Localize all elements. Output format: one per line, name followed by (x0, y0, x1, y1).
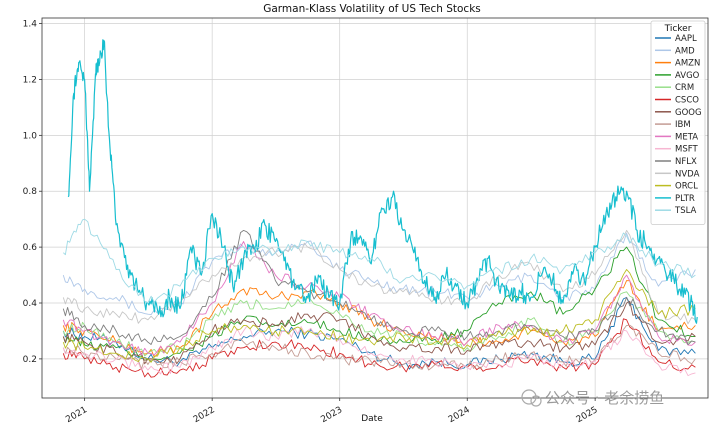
series-line-orcl (62, 269, 696, 363)
legend-label-amd: AMD (675, 46, 695, 56)
y-tick-label: 1.2 (23, 75, 37, 85)
legend-label-nvda: NVDA (675, 169, 700, 179)
wechat-icon-bubble (530, 395, 542, 407)
watermark-text: 公众号 · 老余捞鱼 (545, 389, 664, 407)
legend-label-ibm: IBM (675, 120, 691, 130)
legend-label-orcl: ORCL (675, 182, 698, 192)
x-axis-label: Date (361, 414, 383, 424)
series-line-nflx (62, 229, 696, 346)
series-line-ibm (62, 324, 696, 371)
legend-label-amzn: AMZN (675, 59, 700, 69)
y-tick-label: 0.6 (23, 243, 38, 253)
legend-label-pltr: PLTR (675, 194, 695, 204)
legend-label-nflx: NFLX (675, 157, 697, 167)
legend-label-crm: CRM (675, 83, 694, 93)
legend-label-meta: META (675, 132, 698, 142)
legend-label-goog: GOOG (675, 108, 702, 118)
y-tick-label: 0.8 (23, 187, 38, 197)
legend-label-aapl: AAPL (675, 34, 697, 44)
chart-title: Garman-Klass Volatility of US Tech Stock… (263, 3, 481, 15)
series-lines (62, 39, 698, 378)
legend-label-avgo: AVGO (675, 71, 700, 81)
legend-label-msft: MSFT (675, 145, 698, 155)
series-line-crm (62, 291, 696, 357)
series-line-meta (62, 241, 696, 356)
legend-label-tsla: TSLA (674, 206, 697, 216)
series-line-tsla (62, 218, 696, 304)
y-tick-label: 1.4 (23, 20, 38, 30)
y-tick-label: 1.0 (23, 131, 38, 141)
wechat-icon (521, 389, 537, 405)
series-line-goog (62, 300, 696, 365)
y-axis-ticks: 0.2 0.4 0.6 0.8 1.0 1.2 1.4 (23, 20, 42, 365)
y-tick-label: 0.2 (23, 355, 37, 365)
legend-title: Ticker (664, 24, 692, 34)
y-tick-label: 0.4 (23, 299, 38, 309)
watermark: 公众号 · 老余捞鱼 (521, 389, 664, 407)
series-line-msft (62, 325, 696, 377)
legend-label-csco: CSCO (675, 96, 699, 106)
plot-frame (41, 17, 709, 399)
